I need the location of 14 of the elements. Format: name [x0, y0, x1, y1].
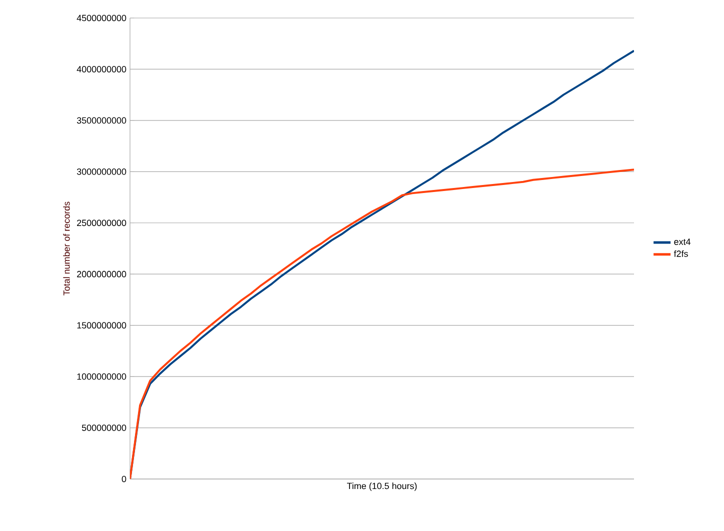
y-tick-label: 1500000000 [77, 322, 126, 329]
legend-label: f2fs [674, 250, 688, 257]
y-tick-label: 2500000000 [77, 220, 126, 226]
y-tick-label: 1000000000 [77, 373, 126, 380]
y-tick-label: 3000000000 [76, 168, 126, 175]
y-tick-label: 0 [122, 476, 126, 482]
y-axis-title: Total number of records [63, 202, 70, 296]
y-tick-label: 500000000 [82, 424, 126, 431]
x-axis-title: Time (10.5 hours) [346, 482, 417, 491]
y-tick-label: 4500000000 [76, 14, 126, 22]
y-tick-label: 2000000000 [77, 270, 126, 278]
legend-label: ext4 [674, 238, 690, 245]
y-tick-label: 3500000000 [76, 117, 126, 124]
y-tick-label: 4000000000 [76, 66, 126, 72]
